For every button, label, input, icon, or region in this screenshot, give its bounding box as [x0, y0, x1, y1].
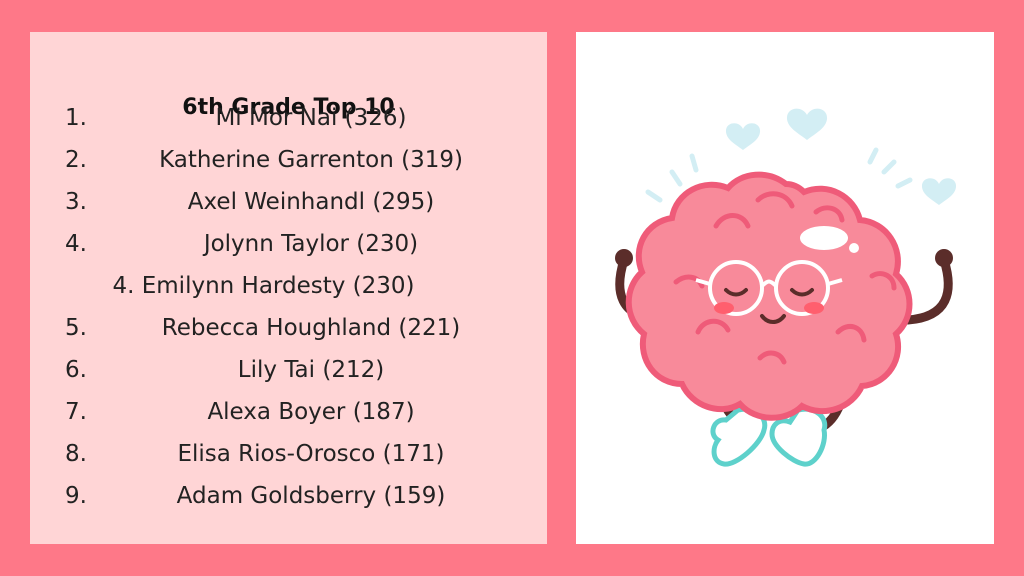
- highlight: [800, 226, 848, 250]
- smile: [760, 314, 786, 324]
- rank-row-9: 9. Adam Goldsberry (159): [30, 476, 547, 516]
- feet: [710, 406, 828, 467]
- rank-number: 4.: [65, 231, 87, 257]
- rank-number: 8.: [65, 441, 87, 467]
- student-name: Elisa Rios-Orosco (171): [177, 441, 445, 467]
- rank-row-3: 3. Axel Weinhandl (295): [30, 182, 547, 222]
- student-name: Axel Weinhandl (295): [187, 189, 435, 215]
- rank-row-6: 6. Lily Tai (212): [30, 350, 547, 390]
- rank-row-8: 8. Elisa Rios-Orosco (171): [30, 434, 547, 474]
- student-name: Rebecca Houghland (221): [161, 315, 461, 341]
- heart-icon: [786, 108, 828, 140]
- cheek: [714, 302, 734, 314]
- meditating-brain-icon: [615, 108, 957, 467]
- rank-row-1: 1. Mi Mor Nai (326): [30, 98, 547, 138]
- rank-number: 6.: [65, 357, 87, 383]
- rank-number: 2.: [65, 147, 87, 173]
- student-name: Alexa Boyer (187): [207, 399, 415, 425]
- heart-icon: [921, 178, 957, 205]
- student-name: Lily Tai (212): [237, 357, 385, 383]
- rank-number: 5.: [65, 315, 87, 341]
- student-name: 4. Emilynn Hardesty (230): [112, 273, 415, 299]
- illustration-panel: [576, 32, 994, 544]
- rank-row-7: 7. Alexa Boyer (187): [30, 392, 547, 432]
- glasses-icon: [695, 260, 843, 316]
- sparkle-lines: [645, 147, 913, 203]
- rank-list: 1. Mi Mor Nai (326) 2. Katherine Garrent…: [30, 32, 547, 544]
- rank-row-5: 5. Rebecca Houghland (221): [30, 308, 547, 348]
- student-name: Katherine Garrenton (319): [159, 147, 463, 173]
- rank-number: 7.: [65, 399, 87, 425]
- rank-row-2: 2. Katherine Garrenton (319): [30, 140, 547, 180]
- closed-eyes: [724, 288, 814, 297]
- cheek: [804, 302, 824, 314]
- rank-number: 9.: [65, 483, 87, 509]
- leaderboard-panel: 6th Grade Top 10 1. Mi Mor Nai (326) 2. …: [30, 32, 547, 544]
- student-name: Adam Goldsberry (159): [176, 483, 446, 509]
- brain-shape: [625, 171, 913, 421]
- rank-number: 3.: [65, 189, 87, 215]
- heart-icon: [725, 123, 761, 150]
- rank-row-4-tie: 4. Emilynn Hardesty (230): [30, 266, 547, 306]
- rank-number: 1.: [65, 105, 87, 131]
- student-name: Mi Mor Nai (326): [215, 105, 407, 131]
- leaderboard-title: 6th Grade Top 10: [182, 95, 395, 120]
- rank-row-4: 4. Jolynn Taylor (230): [30, 224, 547, 264]
- student-name: Jolynn Taylor (230): [203, 231, 419, 257]
- brain-folds: [673, 191, 897, 365]
